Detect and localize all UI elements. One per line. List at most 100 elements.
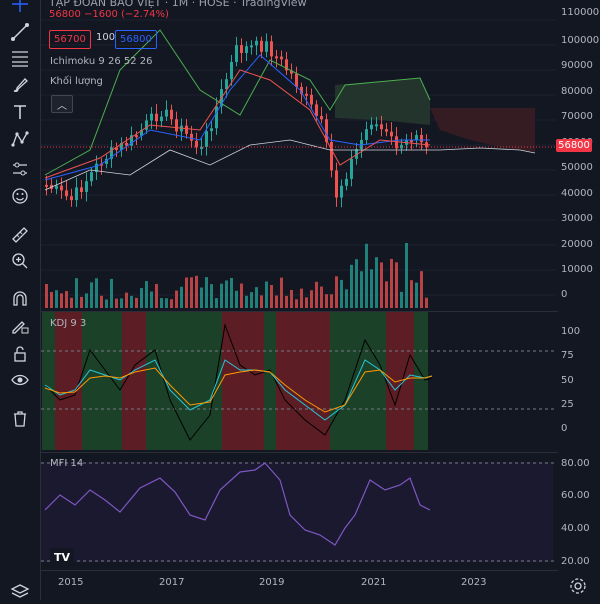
- kdj-band: [110, 312, 122, 450]
- emoji-icon[interactable]: [8, 184, 32, 208]
- gear-icon[interactable]: [566, 574, 590, 598]
- ruler-icon[interactable]: [8, 223, 32, 247]
- mfi-axis-label: 40.00: [561, 523, 590, 534]
- candle-body: [160, 116, 163, 122]
- ask-button[interactable]: 56800: [115, 30, 157, 49]
- volume-bar: [115, 298, 118, 308]
- kdj-axis-label: 50: [561, 375, 574, 386]
- lock-icon[interactable]: [8, 342, 32, 366]
- volume-bar: [60, 293, 63, 308]
- candle-body: [70, 196, 73, 201]
- candle-body: [150, 113, 153, 121]
- eye-icon[interactable]: [8, 368, 32, 392]
- mfi-legend[interactable]: MFI 14: [50, 458, 84, 469]
- volume-bar: [165, 298, 168, 308]
- pattern-icon[interactable]: [8, 127, 32, 151]
- volume-bar: [125, 292, 128, 308]
- chart-canvas[interactable]: [41, 0, 600, 600]
- time-axis-label: 2021: [361, 577, 387, 588]
- mfi-line: [44, 462, 431, 546]
- candle-body: [75, 187, 78, 201]
- volume-bar: [260, 295, 263, 308]
- ichimoku-cloud: [335, 78, 430, 125]
- candle-body: [270, 41, 273, 57]
- candle-body: [215, 106, 218, 129]
- kdj-d-line: [44, 367, 433, 413]
- volume-bar: [420, 271, 423, 308]
- candle-body: [165, 109, 168, 117]
- kdj-band: [146, 312, 160, 450]
- bid-button[interactable]: 56700: [49, 30, 91, 49]
- volume-bar: [135, 297, 138, 308]
- kdj-j-line: [44, 323, 433, 441]
- brush-icon[interactable]: [8, 73, 32, 97]
- candle-body: [350, 158, 353, 179]
- crosshair-icon[interactable]: [8, 0, 32, 16]
- volume-bar: [110, 278, 113, 308]
- volume-bar: [340, 279, 343, 308]
- volume-legend[interactable]: Khối lượng: [50, 76, 103, 87]
- candle-body: [85, 181, 88, 192]
- lock-draw-icon[interactable]: [8, 314, 32, 338]
- volume-bar: [105, 299, 108, 308]
- zoom-icon[interactable]: [8, 249, 32, 273]
- candle-body: [300, 86, 303, 94]
- volume-bar: [70, 297, 73, 308]
- tradingview-logo: TV: [50, 548, 74, 566]
- volume-bar: [265, 281, 268, 308]
- candle-body: [245, 46, 248, 53]
- candle-body: [330, 142, 333, 171]
- pane-separator[interactable]: [41, 311, 558, 312]
- volume-bar: [175, 290, 178, 308]
- forecast-icon[interactable]: [8, 157, 32, 181]
- candle-body: [415, 135, 418, 141]
- volume-bar: [360, 271, 363, 308]
- candle-body: [105, 158, 108, 164]
- volume-bar: [250, 292, 253, 308]
- symbol-title[interactable]: TẬP ĐOÀN BẢO VIỆT · 1M · HOSE · TradingV…: [49, 0, 307, 9]
- fib-icon[interactable]: [8, 46, 32, 70]
- volume-bar: [75, 278, 78, 308]
- kdj-band: [172, 312, 186, 450]
- collapse-legend-button[interactable]: ︿: [51, 95, 73, 113]
- candle-body: [190, 133, 193, 141]
- volume-bar: [85, 293, 88, 308]
- candle-body: [320, 115, 323, 120]
- kdj-band: [264, 312, 276, 450]
- candle-body: [280, 56, 283, 60]
- candle-body: [120, 142, 123, 150]
- kdj-band: [96, 312, 110, 450]
- kdj-band: [186, 312, 198, 450]
- kdj-legend[interactable]: KDJ 9 3: [50, 318, 87, 329]
- kdj-band: [318, 312, 330, 450]
- candle-body: [65, 190, 68, 197]
- kdj-band: [68, 312, 82, 450]
- leading-span-line: [44, 29, 431, 176]
- volume-bar: [385, 281, 388, 308]
- trash-icon[interactable]: [8, 407, 32, 431]
- candle-body: [370, 124, 373, 130]
- kdj-axis-label: 25: [561, 399, 574, 410]
- volume-bar: [140, 288, 143, 308]
- magnet-icon[interactable]: [8, 287, 32, 311]
- candle-body: [195, 140, 198, 148]
- text-icon[interactable]: [8, 100, 32, 124]
- layers-icon[interactable]: [8, 580, 32, 604]
- candle-body: [260, 40, 263, 52]
- candle-body: [365, 129, 368, 140]
- kdj-band: [304, 312, 318, 450]
- volume-bar: [380, 262, 383, 308]
- volume-bar: [210, 284, 213, 308]
- mfi-axis-label: 20.00: [561, 556, 590, 567]
- price-axis-label: 70000: [561, 111, 593, 122]
- volume-bar: [95, 278, 98, 308]
- volume-bar: [170, 299, 173, 308]
- kdj-band: [414, 312, 428, 450]
- trendline-icon[interactable]: [8, 20, 32, 44]
- ichimoku-legend[interactable]: Ichimoku 9 26 52 26: [50, 56, 153, 67]
- volume-bar: [305, 297, 308, 308]
- volume-bar: [205, 277, 208, 308]
- pane-separator[interactable]: [41, 452, 558, 453]
- volume-bar: [315, 281, 318, 308]
- volume-bar: [155, 284, 158, 308]
